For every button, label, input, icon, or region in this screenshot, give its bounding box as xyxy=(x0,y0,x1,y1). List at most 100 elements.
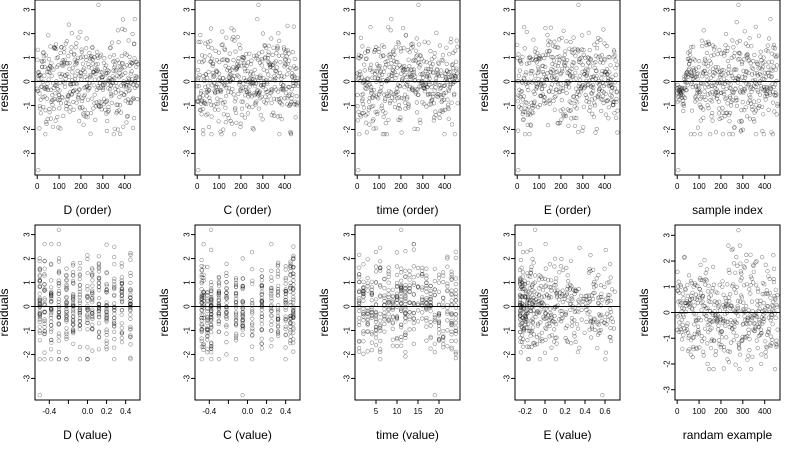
data-point xyxy=(399,65,404,70)
data-point xyxy=(568,258,574,263)
data-point xyxy=(741,68,746,73)
data-point xyxy=(418,53,423,58)
data-point xyxy=(750,86,755,91)
data-point xyxy=(549,345,554,350)
data-point xyxy=(49,300,54,305)
data-point xyxy=(278,87,284,92)
data-point xyxy=(119,66,124,71)
data-point xyxy=(738,128,744,133)
data-point xyxy=(382,98,387,103)
data-point xyxy=(42,325,47,330)
data-point xyxy=(42,357,47,362)
data-point xyxy=(90,326,95,331)
data-point xyxy=(598,60,603,65)
data-point xyxy=(612,49,617,54)
data-point xyxy=(429,98,435,103)
data-point xyxy=(71,297,76,302)
data-point xyxy=(96,269,101,274)
data-point xyxy=(576,57,582,62)
data-point xyxy=(397,63,402,68)
plot-frame xyxy=(354,224,461,401)
data-point xyxy=(449,298,454,303)
data-point xyxy=(446,116,451,121)
data-point xyxy=(370,95,375,100)
data-point xyxy=(209,303,214,309)
data-point xyxy=(761,301,766,306)
data-point xyxy=(585,71,590,76)
x-tick-label: 400 xyxy=(438,182,452,191)
data-point xyxy=(64,332,69,337)
data-point xyxy=(440,98,445,103)
data-point xyxy=(739,107,744,113)
data-point xyxy=(411,341,416,347)
data-point xyxy=(283,314,288,319)
data-point xyxy=(37,317,42,322)
data-point xyxy=(90,327,95,332)
data-point xyxy=(36,88,41,93)
data-point xyxy=(44,87,49,92)
data-point xyxy=(567,108,572,113)
data-point xyxy=(711,94,716,99)
data-point xyxy=(240,57,245,63)
data-point xyxy=(64,39,69,44)
data-point xyxy=(748,86,753,91)
data-point xyxy=(288,65,293,71)
data-point xyxy=(214,69,219,74)
data-point xyxy=(60,72,65,77)
data-point xyxy=(119,293,124,298)
data-point xyxy=(759,73,764,78)
data-point xyxy=(547,262,552,267)
data-point xyxy=(37,103,42,109)
data-point xyxy=(729,89,735,94)
data-point xyxy=(67,109,72,114)
data-point xyxy=(90,273,95,278)
data-point xyxy=(376,64,381,69)
data-point xyxy=(386,288,391,293)
data-point xyxy=(698,132,703,137)
data-point xyxy=(228,118,233,124)
data-point xyxy=(235,34,240,40)
data-point xyxy=(364,86,369,91)
data-point xyxy=(706,39,711,44)
data-point xyxy=(112,262,117,267)
data-point xyxy=(714,87,719,92)
data-point xyxy=(221,127,226,132)
data-point xyxy=(690,80,695,85)
data-point xyxy=(49,261,54,266)
data-point xyxy=(585,55,590,60)
data-point xyxy=(69,92,75,97)
data-point xyxy=(425,92,430,98)
data-point xyxy=(37,311,42,316)
data-point xyxy=(394,250,400,255)
data-point xyxy=(575,47,580,52)
y-tick-label: 3 xyxy=(183,7,192,12)
data-point xyxy=(71,311,76,316)
data-point xyxy=(59,45,64,50)
data-point xyxy=(371,93,376,98)
data-point xyxy=(685,293,690,299)
data-point xyxy=(763,74,768,80)
y-tick-label: 2 xyxy=(23,31,32,36)
data-point xyxy=(49,65,54,70)
data-point xyxy=(70,270,76,275)
data-point xyxy=(85,345,90,350)
data-point xyxy=(600,94,606,99)
x-tick-label: 0 xyxy=(515,182,520,191)
data-point xyxy=(755,73,761,78)
data-point xyxy=(705,64,710,69)
data-point xyxy=(603,350,609,355)
data-point xyxy=(51,44,57,50)
data-point xyxy=(445,69,450,74)
data-point xyxy=(361,318,366,323)
data-point xyxy=(288,131,293,136)
data-point xyxy=(523,99,528,105)
data-point xyxy=(746,70,751,75)
data-point xyxy=(118,110,123,115)
data-point xyxy=(250,126,255,131)
data-point xyxy=(572,46,577,51)
data-point xyxy=(64,309,69,314)
data-point xyxy=(521,94,527,99)
data-point xyxy=(755,89,761,94)
data-point xyxy=(132,56,137,61)
